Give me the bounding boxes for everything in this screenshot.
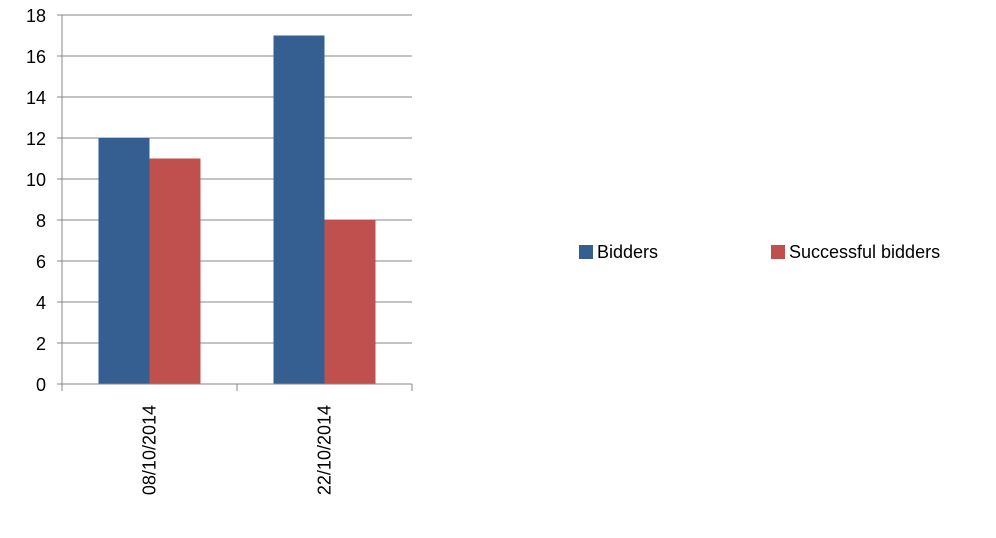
legend-label-bidders: Bidders [597, 242, 658, 262]
y-tick-label: 0 [36, 375, 46, 395]
bar-bidders-2 [273, 35, 325, 384]
bar-successful-bidders-2 [324, 220, 376, 384]
x-tick-label: 22/10/2014 [315, 405, 335, 495]
legend: Bidders Successful bidders [579, 242, 940, 262]
bars [98, 35, 376, 384]
y-tick-label: 4 [36, 293, 46, 313]
y-tick-label: 6 [36, 252, 46, 272]
y-tick-label: 12 [26, 129, 46, 149]
x-tick-label: 08/10/2014 [140, 405, 160, 495]
bar-successful-bidders-1 [149, 158, 201, 384]
x-tick-labels: 08/10/2014 22/10/2014 [140, 405, 335, 495]
legend-label-successful-bidders: Successful bidders [789, 242, 940, 262]
y-tick-label: 14 [26, 88, 46, 108]
bar-bidders-1 [98, 138, 150, 384]
y-tick-label: 10 [26, 170, 46, 190]
legend-swatch-bidders [579, 245, 593, 259]
axes [57, 14, 413, 391]
y-tick-label: 16 [26, 47, 46, 67]
y-tick-label: 2 [36, 334, 46, 354]
y-tick-label: 18 [26, 6, 46, 26]
y-tick-labels: 0 2 4 6 8 10 12 14 16 18 [26, 6, 46, 395]
y-tick-label: 8 [36, 211, 46, 231]
legend-swatch-successful-bidders [771, 245, 785, 259]
